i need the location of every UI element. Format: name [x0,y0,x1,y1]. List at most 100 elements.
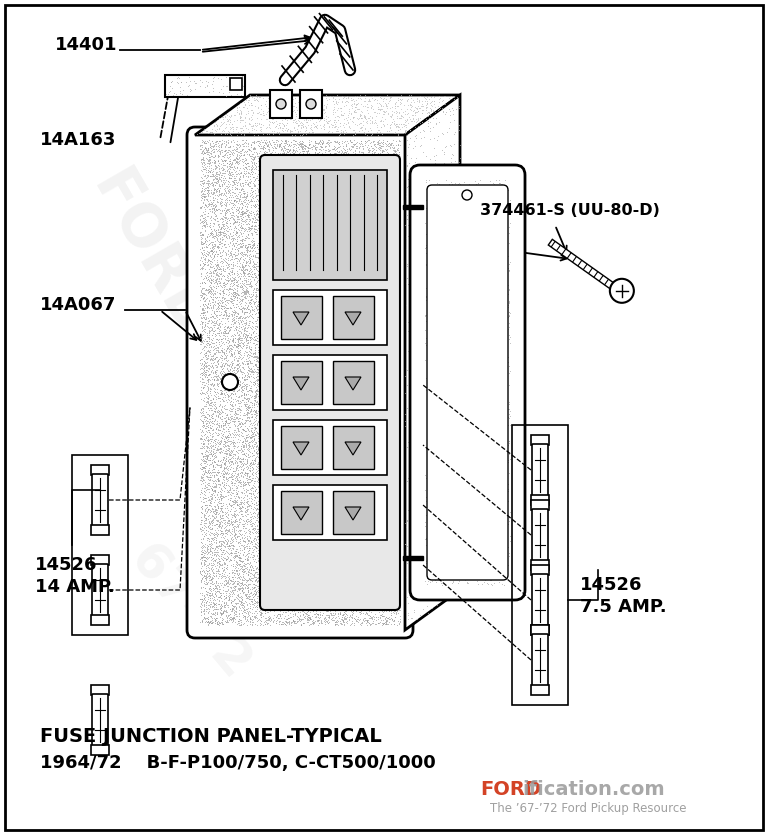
Point [357,324,369,337]
Point [251,611,263,625]
Point [256,270,268,283]
Point [299,159,311,172]
Point [220,465,233,478]
Point [306,559,318,573]
Point [392,524,404,538]
Point [198,557,210,570]
Point [240,424,252,438]
Point [422,276,435,289]
Point [247,136,260,149]
Point [455,376,467,389]
Point [298,257,310,271]
Point [201,450,214,463]
Point [280,438,292,452]
Point [357,444,369,458]
Point [345,473,357,487]
Point [501,403,513,417]
Point [211,443,223,457]
Point [386,425,398,438]
Point [339,172,352,185]
Point [196,261,208,274]
Point [203,448,215,461]
Point [260,293,272,306]
Point [292,181,304,195]
Point [247,377,259,391]
Point [291,163,303,176]
Point [293,587,305,600]
Point [376,527,388,540]
Point [280,226,292,240]
Point [366,434,378,448]
Point [200,602,213,615]
Point [282,174,294,187]
Point [330,302,343,316]
Point [283,549,296,563]
Point [293,377,305,391]
Point [251,319,263,332]
Point [375,533,387,546]
Point [362,604,375,617]
Point [235,227,247,240]
Point [222,270,234,283]
Point [352,172,364,185]
Point [320,447,333,460]
Point [274,294,286,307]
Point [503,328,515,342]
Point [381,307,393,321]
Point [326,126,338,139]
Point [339,242,351,256]
Point [450,226,462,240]
Point [260,503,273,516]
Point [290,413,303,427]
Point [343,121,355,134]
Point [466,498,478,512]
Point [227,595,240,608]
Point [320,608,333,621]
Point [389,330,402,343]
Point [363,232,376,245]
Point [292,258,304,271]
Point [275,414,287,428]
Point [325,454,337,468]
Point [273,122,286,135]
Point [242,568,254,581]
Point [219,489,231,503]
Point [284,505,296,519]
Point [343,593,356,606]
Point [214,122,226,135]
Point [252,567,264,580]
Point [386,147,398,160]
Point [360,498,372,511]
Point [207,145,220,159]
Point [389,380,402,393]
Point [220,478,232,492]
Point [354,549,366,562]
Point [288,171,300,185]
Point [383,496,396,509]
Point [390,358,402,372]
Point [323,577,335,590]
Point [432,195,445,209]
Point [390,309,402,322]
Point [207,196,219,210]
Point [369,432,382,445]
Point [319,254,332,267]
Point [320,386,333,399]
Point [223,443,236,456]
Point [246,227,258,240]
Point [255,281,267,295]
Point [346,263,358,276]
Point [390,260,402,273]
Point [380,462,392,475]
Point [217,164,229,177]
Point [294,592,306,605]
Point [346,169,359,182]
Point [380,495,392,509]
Point [342,175,354,189]
Point [296,139,309,152]
Point [392,537,405,550]
Point [316,245,329,258]
Point [272,492,284,505]
Point [218,468,230,481]
Point [217,158,230,171]
